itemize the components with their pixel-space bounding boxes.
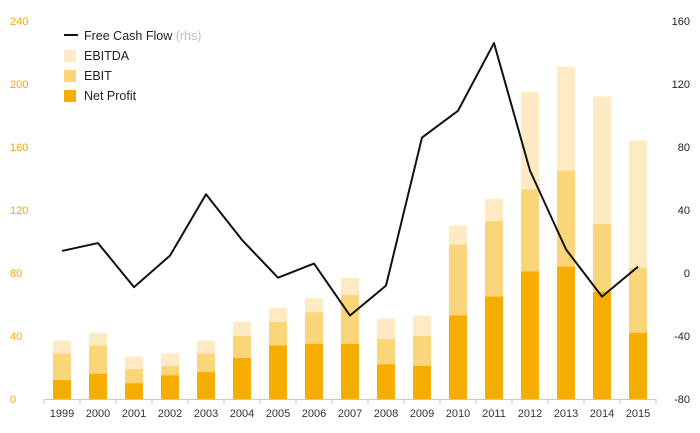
y-right-tick-label-160: 160 xyxy=(672,16,690,28)
bar-net-profit-2003 xyxy=(197,372,215,399)
y-right-tick-label-120: 120 xyxy=(672,79,690,91)
axes: 1999 2000 2001 2002 2003 2004 2005 2006 2007 2008… xyxy=(10,16,690,420)
bar-net-profit-1999 xyxy=(53,380,71,399)
y-left-tick-label-240: 240 xyxy=(10,16,28,28)
x-tick-label-1999: 1999 xyxy=(50,408,74,420)
x-tick-label-2010: 2010 xyxy=(446,408,470,420)
y-right-tick-label--80: -80 xyxy=(674,394,690,406)
legend-swatch-ebit xyxy=(64,70,76,82)
x-tick-label-2003: 2003 xyxy=(194,408,218,420)
bar-net-profit-2010 xyxy=(449,315,467,399)
x-tick-label-2014: 2014 xyxy=(590,408,614,420)
bar-net-profit-2006 xyxy=(305,343,323,400)
x-tick-label-2002: 2002 xyxy=(158,408,182,420)
y-left-tick-label-40: 40 xyxy=(10,331,22,343)
bar-net-profit-2011 xyxy=(485,296,503,400)
x-tick-label-2013: 2013 xyxy=(554,408,578,420)
legend: Free Cash Flow (rhs) EBITDA EBIT Net Pro… xyxy=(64,29,201,103)
bar-net-profit-2014 xyxy=(593,291,611,399)
free-cash-flow-line xyxy=(61,42,639,317)
x-tick-label-2000: 2000 xyxy=(86,408,110,420)
legend-swatch-net-profit xyxy=(64,90,76,102)
x-tick-label-2012: 2012 xyxy=(518,408,542,420)
x-tick-label-2001: 2001 xyxy=(122,408,146,420)
y-right-tick-label--40: -40 xyxy=(674,331,690,343)
x-tick-label-2005: 2005 xyxy=(266,408,290,420)
bar-net-profit-2013 xyxy=(557,266,575,399)
y-left-tick-label-0: 0 xyxy=(10,394,16,406)
y-left-tick-label-80: 80 xyxy=(10,268,22,280)
y-left-tick-label-120: 120 xyxy=(10,205,28,217)
legend-label-net-profit: Net Profit xyxy=(84,89,137,103)
free-cash-flow-line-layer xyxy=(61,42,639,317)
bar-net-profit-2009 xyxy=(413,365,431,399)
bar-net-profit-2004 xyxy=(233,358,251,399)
legend-label-ebitda: EBITDA xyxy=(84,49,130,63)
bar-net-profit-2000 xyxy=(89,373,107,399)
bar-net-profit-2001 xyxy=(125,383,143,399)
y-left-tick-label-160: 160 xyxy=(10,142,28,154)
bar-net-profit-2008 xyxy=(377,364,395,399)
x-tick-label-2007: 2007 xyxy=(338,408,362,420)
x-tick-label-2008: 2008 xyxy=(374,408,398,420)
x-tick-label-2009: 2009 xyxy=(410,408,434,420)
x-tick-label-2006: 2006 xyxy=(302,408,326,420)
x-tick-label-2015: 2015 xyxy=(626,408,650,420)
bar-net-profit-2015 xyxy=(629,332,647,399)
y-left-tick-label-200: 200 xyxy=(10,79,28,91)
x-tick-label-2011: 2011 xyxy=(482,408,506,420)
legend-label-ebit: EBIT xyxy=(84,69,112,83)
x-tick-label-2004: 2004 xyxy=(230,408,254,420)
y-right-tick-label-80: 80 xyxy=(678,142,690,154)
bar-net-profit-2007 xyxy=(341,343,359,400)
bar-net-profit-2012 xyxy=(521,271,539,399)
y-right-tick-label-0: 0 xyxy=(684,268,690,280)
bar-net-profit-2002 xyxy=(161,375,179,400)
y-right-tick-label-40: 40 xyxy=(678,205,690,217)
legend-label-free-cash-flow: Free Cash Flow (rhs) xyxy=(84,29,201,43)
legend-swatch-ebitda xyxy=(64,50,76,62)
bar-net-profit-2005 xyxy=(269,345,287,399)
